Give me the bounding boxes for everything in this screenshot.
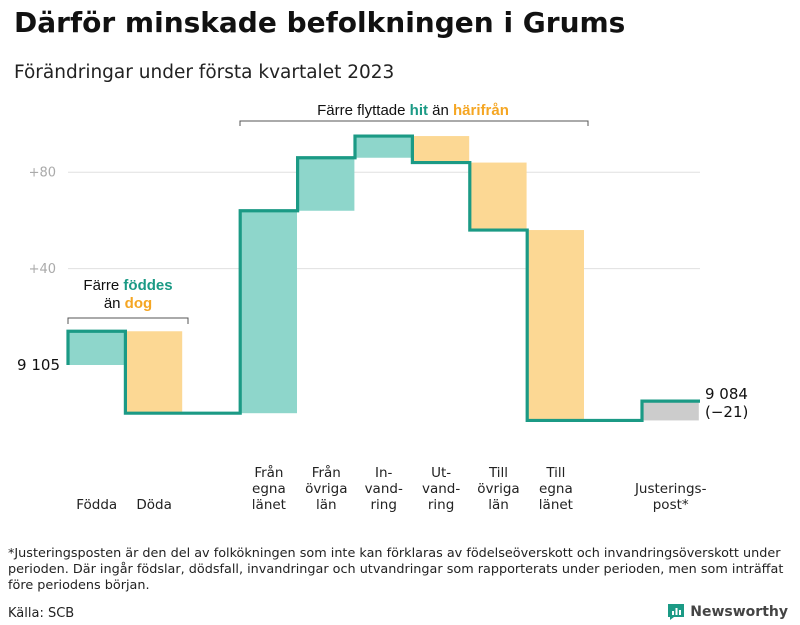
category-label: Från egna länet bbox=[252, 464, 286, 513]
category-label-line: län bbox=[316, 497, 337, 513]
category-label-line: Födda bbox=[76, 497, 117, 513]
category-label: In-vand-ring bbox=[365, 465, 403, 513]
chart-subtitle: Förändringar under första kvartalet 2023 bbox=[14, 62, 395, 83]
annotation-segment: hit bbox=[410, 102, 428, 119]
category-label: Justerings-post* bbox=[634, 481, 707, 513]
category-label-line: Döda bbox=[136, 497, 172, 513]
annotation-segment: än bbox=[428, 102, 453, 119]
newsworthy-logo-icon bbox=[668, 604, 685, 620]
category-label-line: övriga bbox=[477, 481, 519, 497]
annotation-bracket bbox=[67, 317, 189, 324]
category-label-line: länet bbox=[252, 497, 286, 513]
category-label-line: Från bbox=[312, 464, 341, 481]
bar-decrease bbox=[527, 230, 584, 421]
y-tick-label: +80 bbox=[29, 166, 56, 181]
category-label-line: ring bbox=[428, 497, 454, 513]
migration-annotation: Färre flyttade hit än härifrån bbox=[317, 102, 509, 119]
end-change-label: (−21) bbox=[705, 403, 748, 421]
level-line bbox=[66, 134, 700, 423]
category-label: Ut-vand-ring bbox=[422, 465, 460, 513]
chart-title: Därför minskade befolkningen i Grums bbox=[14, 6, 626, 39]
category-label-line: egna bbox=[252, 481, 286, 497]
category-label: Döda bbox=[136, 497, 172, 513]
brand-name: Newsworthy bbox=[690, 604, 788, 620]
bar-decrease bbox=[412, 136, 470, 163]
category-label-line: vand- bbox=[422, 481, 460, 497]
category-label-line: Från bbox=[254, 464, 283, 481]
category-label-line: vand- bbox=[365, 481, 403, 497]
brand-logo: Newsworthy bbox=[667, 603, 788, 621]
annotation-segment: härifrån bbox=[453, 102, 509, 119]
annotation-segment: än bbox=[104, 295, 125, 312]
bar-increase bbox=[297, 157, 355, 211]
category-label-line: länet bbox=[539, 497, 573, 513]
y-tick-label: +40 bbox=[29, 262, 56, 277]
annotation-segment: Färre bbox=[83, 277, 123, 294]
category-label: Till egna länet bbox=[539, 465, 573, 513]
bar-increase bbox=[68, 331, 125, 365]
footnote: *Justeringsposten är den del av folkökni… bbox=[8, 546, 784, 593]
category-label-line: In- bbox=[375, 465, 393, 481]
annotation-bracket bbox=[239, 120, 589, 126]
start-value-label: 9 105 bbox=[17, 356, 60, 374]
category-label-line: Till bbox=[545, 465, 565, 481]
category-label-line: län bbox=[488, 497, 509, 513]
source-note: Källa: SCB bbox=[8, 606, 75, 621]
bar-increase bbox=[355, 136, 412, 158]
bar-adjustment bbox=[642, 401, 699, 421]
category-label-line: övriga bbox=[305, 481, 347, 497]
annotation-segment: Färre flyttade bbox=[317, 102, 410, 119]
annotation-segment: dog bbox=[125, 295, 153, 312]
bars bbox=[68, 136, 699, 421]
bar-decrease bbox=[469, 162, 527, 231]
birth-death-annotation-line2: än dog bbox=[104, 295, 152, 312]
birth-death-annotation-line1: Färre föddes bbox=[83, 277, 172, 294]
category-label-line: egna bbox=[539, 481, 573, 497]
category-label: Från övriga län bbox=[305, 464, 347, 513]
end-value-label: 9 084 bbox=[705, 385, 748, 403]
category-label-line: post* bbox=[653, 497, 689, 513]
category-label-line: ring bbox=[370, 497, 396, 513]
category-label-line: Justerings- bbox=[634, 481, 707, 497]
gridlines bbox=[68, 171, 700, 270]
category-label-line: Till bbox=[488, 465, 508, 481]
bar-increase bbox=[240, 210, 297, 414]
bar-decrease bbox=[125, 331, 183, 414]
category-label: Till övriga län bbox=[477, 465, 519, 513]
category-label: Födda bbox=[76, 497, 117, 513]
category-label-line: Ut- bbox=[431, 465, 451, 481]
annotation-segment: föddes bbox=[123, 277, 172, 294]
connector-line bbox=[66, 134, 700, 423]
